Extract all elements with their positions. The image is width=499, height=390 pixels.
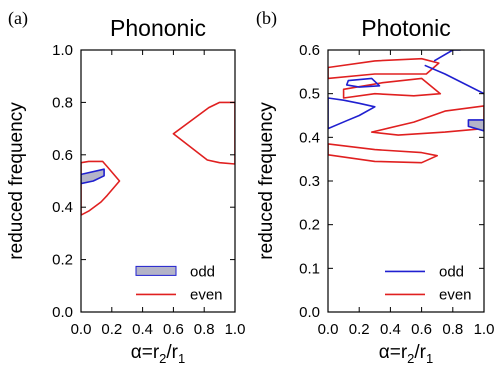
legend-swatch-odd (135, 265, 177, 276)
x-tick-label: 0.6 (163, 321, 184, 338)
y-tick-label: 1.0 (52, 42, 73, 59)
even-region (81, 160, 121, 216)
y-tick-label: 0.8 (52, 94, 73, 111)
odd-region (467, 119, 484, 132)
odd-region (81, 168, 105, 185)
x-tick-label: 0.6 (411, 321, 432, 338)
x-tick-label: 0.2 (101, 321, 122, 338)
odd-region (433, 50, 461, 62)
chart-panel-a: (a) Phononic 0.0 0.2 0.4 0.6 0.8 1.0 0.0 0.2 0.4 0.… (6, 8, 245, 366)
odd-region (328, 97, 376, 130)
x-tick-label: 1.0 (474, 321, 495, 338)
y-tick-label: 0.0 (299, 304, 320, 321)
x-tick-label: 0.4 (380, 321, 401, 338)
plot-title: Phononic (110, 15, 206, 41)
x-axis-label: α=r2/r1 (379, 342, 434, 366)
y-tick-label: 0.4 (52, 199, 73, 216)
plot-frame (80, 49, 236, 313)
y-axis-label: reduced frequency (6, 102, 27, 260)
plot-area (81, 101, 235, 216)
plot-area (328, 50, 484, 164)
y-tick-label: 0.5 (299, 86, 320, 103)
legend-label-odd: odd (190, 263, 215, 280)
even-region (370, 105, 484, 136)
odd-region (424, 64, 484, 95)
x-tick-label: 1.0 (225, 321, 246, 338)
legend-label-even: even (439, 286, 472, 303)
x-tick-label: 0.4 (132, 321, 153, 338)
y-tick-label: 0.4 (299, 129, 320, 146)
y-tick-label: 0.3 (299, 173, 320, 190)
chart-panel-b: (b) Photonic 0.0 0.2 0.4 0.6 0.8 1.0 0.0 0.1 0.2 0.… (256, 8, 494, 366)
plot-title: Photonic (361, 15, 451, 41)
even-region (328, 143, 439, 164)
x-tick-label: 0.0 (71, 321, 92, 338)
even-region (342, 77, 442, 99)
panel-label: (a) (8, 8, 28, 29)
y-axis-label: reduced frequency (256, 102, 277, 260)
y-tick-label: 0.2 (52, 252, 73, 269)
x-tick-label: 0.0 (318, 321, 339, 338)
panel-label: (b) (256, 8, 277, 29)
even-region (328, 57, 440, 80)
odd-region (345, 77, 381, 88)
y-tick-label: 0.6 (52, 147, 73, 164)
x-tick-label: 0.8 (194, 321, 215, 338)
y-tick-label: 0.1 (299, 260, 320, 277)
legend-label-even: even (190, 286, 223, 303)
legend-label-odd: odd (439, 263, 464, 280)
x-tick-label: 0.8 (442, 321, 463, 338)
x-axis-label: α=r2/r1 (131, 342, 186, 366)
y-tick-label: 0.2 (299, 217, 320, 234)
x-tick-label: 0.2 (349, 321, 370, 338)
y-tick-label: 0.6 (299, 42, 320, 59)
even-region (172, 101, 235, 165)
y-tick-label: 0.0 (52, 304, 73, 321)
